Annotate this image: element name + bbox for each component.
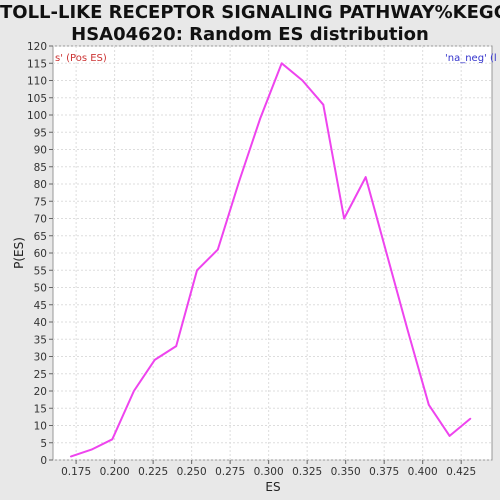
y-tick-label: 15 xyxy=(34,403,47,415)
data-point xyxy=(69,455,72,458)
data-point xyxy=(196,269,198,272)
y-tick-label: 65 xyxy=(34,231,47,243)
y-tick-label: 45 xyxy=(34,300,47,312)
x-tick-label: 0.425 xyxy=(446,466,476,478)
series-group xyxy=(69,62,472,458)
legend-left: s' (Pos ES) xyxy=(55,53,107,64)
y-tick-label: 90 xyxy=(34,145,47,157)
y-tick-label: 105 xyxy=(27,93,47,105)
x-tick-label: 0.225 xyxy=(138,466,168,478)
y-tick-label: 55 xyxy=(34,265,47,277)
legend-right: 'na_neg' (l xyxy=(445,53,497,64)
y-tick-label: 50 xyxy=(34,283,47,295)
y-tick-label: 35 xyxy=(34,334,47,346)
data-point xyxy=(111,438,114,441)
y-axis: 0 5 10 15 20 25 30 35 40 45 50 55 60 65 70 75 80 85 90 95 10… xyxy=(27,41,53,467)
y-axis-label: P(ES) xyxy=(12,237,26,269)
data-point xyxy=(153,359,156,361)
y-tick-label: 40 xyxy=(34,317,47,329)
data-point xyxy=(364,176,367,178)
y-tick-label: 0 xyxy=(40,455,47,467)
x-tick-label: 0.275 xyxy=(215,466,245,478)
data-point xyxy=(343,217,345,220)
x-tick-label: 0.325 xyxy=(292,466,322,478)
data-point xyxy=(385,252,388,254)
y-tick-label: 20 xyxy=(34,386,47,398)
x-tick-label: 0.200 xyxy=(100,466,130,478)
y-tick-label: 115 xyxy=(27,58,47,70)
data-point xyxy=(259,117,261,120)
x-tick-label: 0.350 xyxy=(331,466,361,478)
y-tick-label: 80 xyxy=(34,179,47,191)
y-tick-label: 10 xyxy=(34,421,47,433)
y-tick-label: 100 xyxy=(27,110,47,122)
data-point xyxy=(448,435,451,437)
x-tick-label: 0.400 xyxy=(408,466,438,478)
y-tick-label: 75 xyxy=(34,196,47,208)
y-tick-label: 5 xyxy=(40,438,47,450)
data-point xyxy=(133,390,135,392)
chart-title-line2: HSA04620: Random ES distribution xyxy=(71,24,429,45)
series-line xyxy=(70,62,472,458)
y-tick-label: 85 xyxy=(34,162,47,174)
y-tick-label: 25 xyxy=(34,369,47,381)
x-tick-label: 0.250 xyxy=(177,466,207,478)
data-point xyxy=(280,62,283,65)
chart-title-line1: TOLL-LIKE RECEPTOR SIGNALING PATHWAY%KEG… xyxy=(0,2,500,23)
chart-title: TOLL-LIKE RECEPTOR SIGNALING PATHWAY%KEG… xyxy=(0,2,500,46)
y-tick-label: 60 xyxy=(34,248,47,260)
data-point xyxy=(406,328,409,330)
x-axis-label: ES xyxy=(265,480,280,494)
y-tick-label: 110 xyxy=(27,76,47,88)
data-point xyxy=(238,179,241,182)
y-tick-label: 70 xyxy=(34,214,47,226)
data-point xyxy=(469,417,472,420)
x-tick-label: 0.300 xyxy=(254,466,284,478)
data-point xyxy=(322,103,325,106)
gridlines xyxy=(53,45,492,461)
x-axis: 0.175 0.200 0.225 0.250 0.275 0.300 0.325 0.350… xyxy=(61,460,476,478)
data-point xyxy=(428,404,430,406)
data-point xyxy=(301,79,304,82)
data-point xyxy=(175,345,178,347)
data-point xyxy=(90,448,93,451)
x-tick-label: 0.175 xyxy=(61,466,91,478)
x-tick-label: 0.375 xyxy=(369,466,399,478)
data-point xyxy=(217,248,219,251)
y-tick-label: 30 xyxy=(34,352,47,364)
y-tick-label: 120 xyxy=(27,41,47,53)
y-tick-label: 95 xyxy=(34,127,47,139)
